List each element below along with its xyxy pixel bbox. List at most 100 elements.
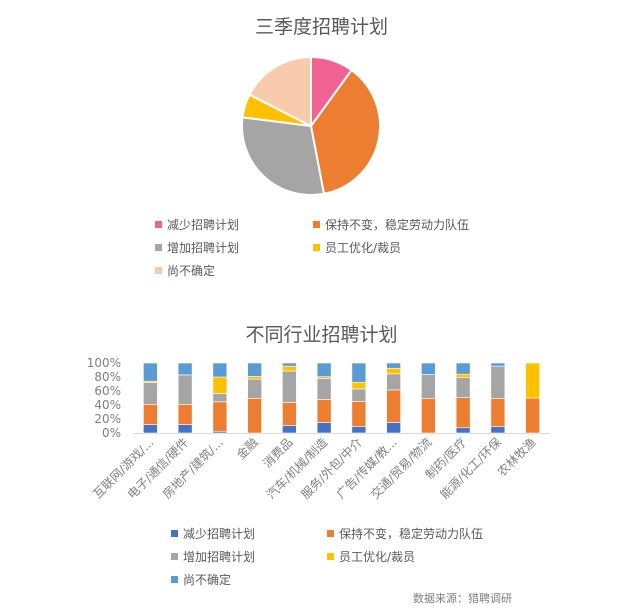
bar-segment-layoff [351,381,367,390]
legend-item-keep: 保持不变，稳定劳动力队伍 [327,525,483,542]
bar-segment-reduce [316,422,332,434]
x-category-label: 房地产/建筑/... [159,435,226,502]
bar-segment-increase [177,374,193,405]
legend-label: 尚不确定 [167,264,216,278]
x-category-label: 服务/外包/中介 [298,435,365,502]
x-category-label: 汽车/机械/制造 [263,435,330,502]
y-tick-label: 60% [94,384,121,398]
x-category-label: 广告/传媒/教... [333,435,400,502]
bar-segment-keep [247,398,262,434]
bar-segment-uncertain [212,362,228,378]
bar-segment-keep [490,398,506,428]
bar-segment-increase [212,393,228,403]
x-category-label: 农林牧渔 [495,435,539,479]
bar-segment-reduce [455,427,471,434]
legend-swatch-uncertain [171,576,178,583]
legend-swatch-reduce [155,221,162,228]
x-category-label: 电子/通信/硬件 [125,435,192,502]
y-tick-label: 100% [87,356,121,370]
bar-segment-reduce [490,426,506,434]
legend-swatch-increase [155,244,162,251]
legend-swatch-uncertain [155,267,162,274]
bar-segment-uncertain [421,362,436,375]
pie-chart [241,55,381,196]
legend-label: 增加招聘计划 [167,241,240,255]
bar-chart-bars [143,362,540,434]
bar-segment-reduce [177,424,193,434]
bar-segment-layoff [247,375,262,380]
legend-swatch-increase [171,553,178,560]
legend-swatch-keep [313,221,320,228]
legend-item-reduce: 减少招聘计划 [171,525,255,542]
pie-slice-uncertain [248,55,312,128]
bar-segment-keep [212,401,228,432]
bar-segment-reduce [282,425,297,434]
bar-segment-uncertain [386,362,401,369]
bar-segment-increase [282,370,297,403]
legend-swatch-keep [327,530,334,537]
bar-segment-increase [316,378,332,400]
legend-item-uncertain: 尚不确定 [155,262,215,279]
legend-label: 减少招聘计划 [167,218,240,232]
bar-segment-uncertain [143,362,158,382]
legend-label: 员工优化/裁员 [339,550,416,564]
x-category-label: 能源/化工/环保 [437,435,504,502]
legend-swatch-layoff [313,244,320,251]
legend-label: 保持不变，稳定劳动力队伍 [325,218,470,232]
bar-segment-layoff [212,376,228,394]
bar-chart-title: 不同行业招聘计划 [245,324,398,346]
bar-segment-reduce [386,422,401,434]
bar-segment-keep [455,397,471,429]
bar-segment-layoff [525,362,540,399]
bar-segment-keep [525,397,540,434]
bar-segment-uncertain [455,362,471,375]
legend-item-keep: 保持不变，稳定劳动力队伍 [313,216,469,233]
legend-label: 员工优化/裁员 [325,241,402,255]
bar-segment-uncertain [177,362,193,376]
bar-segment-keep [282,402,297,426]
legend-item-uncertain: 尚不确定 [171,571,231,588]
legend-label: 减少招聘计划 [183,527,256,541]
bar-segment-layoff [455,373,471,379]
bar-segment-uncertain [351,362,367,383]
pie-slice-keep [309,68,381,195]
legend-item-increase: 增加招聘计划 [171,548,255,565]
legend-item-layoff: 员工优化/裁员 [327,548,415,565]
legend-item-increase: 增加招聘计划 [155,239,239,256]
bar-segment-keep [143,403,158,425]
legend-label: 增加招聘计划 [183,550,256,564]
bar-segment-increase [351,388,367,402]
bar-segment-uncertain [490,362,506,367]
bar-segment-increase [490,365,506,399]
y-tick-label: 0% [102,426,121,440]
bar-segment-layoff [386,367,401,375]
bar-segment-increase [143,382,158,405]
bar-segment-increase [455,377,471,398]
legend-label: 保持不变，稳定劳动力队伍 [339,527,484,541]
bar-segment-uncertain [316,362,332,377]
bar-segment-keep [421,398,436,434]
pie-chart-title: 三季度招聘计划 [254,16,388,38]
bar-segment-uncertain [282,362,297,367]
bar-segment-increase [386,373,401,391]
legend-label: 尚不确定 [183,573,232,587]
bar-segment-keep [386,389,401,423]
bar-segment-layoff [282,365,297,372]
x-category-label: 交通/贸易/物流 [367,435,434,502]
bar-segment-reduce [351,426,367,434]
bar-segment-uncertain [247,362,262,377]
legend-swatch-reduce [171,530,178,537]
bar-segment-keep [177,403,193,425]
pie-slice-increase [241,116,326,196]
data-source-note: 数据来源：猎聘调研 [413,592,512,605]
y-tick-label: 40% [94,398,121,412]
x-category-label: 互联网/游戏/... [90,435,156,501]
y-tick-label: 20% [94,412,121,426]
bar-segment-keep [316,399,332,423]
legend-item-layoff: 员工优化/裁员 [313,239,401,256]
bar-segment-keep [351,401,367,428]
y-tick-label: 80% [94,370,121,384]
bar-chart-axis: 0%20%40%60%80%100% [87,356,550,440]
